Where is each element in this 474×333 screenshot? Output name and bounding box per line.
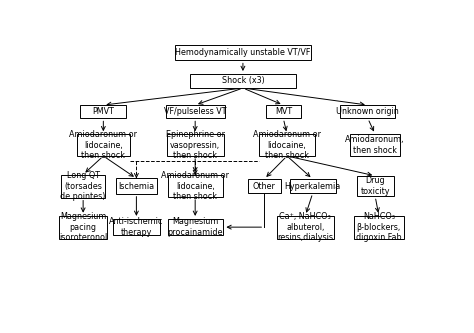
Text: Drug
toxicity: Drug toxicity [360, 176, 390, 196]
Text: Anti-ischemic
therapy: Anti-ischemic therapy [109, 217, 164, 237]
FancyBboxPatch shape [350, 134, 400, 156]
FancyBboxPatch shape [277, 215, 334, 239]
FancyBboxPatch shape [112, 219, 160, 235]
Text: Long QT
(torsades
de pointes): Long QT (torsades de pointes) [61, 171, 106, 201]
Text: VF/pulseless VT: VF/pulseless VT [164, 107, 227, 116]
FancyBboxPatch shape [116, 178, 156, 194]
FancyBboxPatch shape [175, 45, 311, 61]
FancyBboxPatch shape [167, 134, 224, 156]
FancyBboxPatch shape [340, 105, 395, 119]
FancyBboxPatch shape [190, 74, 296, 88]
Text: Amiodaronum or
lidocaine,
then shock: Amiodaronum or lidocaine, then shock [253, 130, 321, 160]
Text: Amiodaronum or
lidocaine,
then shock: Amiodaronum or lidocaine, then shock [69, 130, 137, 160]
Text: Unknown origin: Unknown origin [337, 107, 399, 116]
FancyBboxPatch shape [259, 134, 315, 156]
FancyBboxPatch shape [81, 105, 126, 119]
Text: Magnesium
procainamide: Magnesium procainamide [167, 217, 223, 237]
Text: Other: Other [253, 181, 276, 190]
FancyBboxPatch shape [168, 219, 223, 235]
Text: Ca⁺, NaHCO₃
albuterol,
resins,dialysis: Ca⁺, NaHCO₃ albuterol, resins,dialysis [277, 212, 333, 242]
Text: PMVT: PMVT [92, 107, 114, 116]
Text: Amiodaronum,
then shock: Amiodaronum, then shock [346, 135, 405, 155]
FancyBboxPatch shape [248, 179, 281, 193]
FancyBboxPatch shape [357, 176, 393, 196]
FancyBboxPatch shape [168, 175, 223, 197]
FancyBboxPatch shape [266, 105, 301, 119]
Text: Epinephrine or
vasopressin,
then shock: Epinephrine or vasopressin, then shock [166, 130, 225, 160]
FancyBboxPatch shape [61, 174, 105, 198]
Text: NaHCO₃
β-blockers,
digoxin Fab: NaHCO₃ β-blockers, digoxin Fab [356, 212, 401, 242]
Text: Magnesium
pacing
isoroteronol: Magnesium pacing isoroteronol [59, 212, 107, 242]
Text: MVT: MVT [275, 107, 292, 116]
FancyBboxPatch shape [77, 134, 130, 156]
Text: Hemodynamically unstable VT/VF: Hemodynamically unstable VT/VF [175, 48, 310, 57]
FancyBboxPatch shape [59, 215, 107, 239]
FancyBboxPatch shape [166, 105, 225, 119]
FancyBboxPatch shape [354, 215, 404, 239]
Text: Ischemia: Ischemia [118, 181, 155, 190]
Text: Amiodaronum or
lidocaine,
then shock: Amiodaronum or lidocaine, then shock [161, 171, 229, 201]
Text: Shock (x3): Shock (x3) [221, 77, 264, 86]
Text: Hyperkalemia: Hyperkalemia [284, 181, 341, 190]
FancyBboxPatch shape [290, 179, 336, 193]
